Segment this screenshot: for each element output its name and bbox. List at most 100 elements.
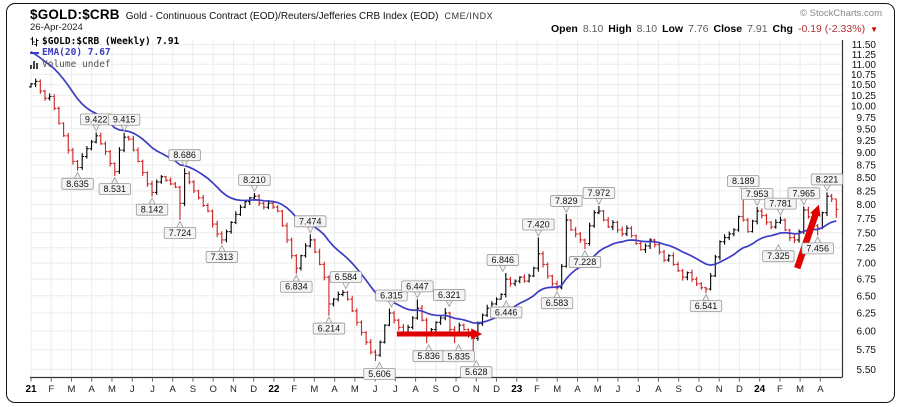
svg-text:7.00: 7.00 [857, 259, 877, 270]
svg-text:7.325: 7.325 [767, 251, 790, 261]
trend-arrows [396, 204, 821, 340]
svg-text:N: N [473, 384, 480, 395]
svg-text:J: J [616, 384, 621, 395]
legend-volume-row[interactable]: Volume undef [30, 59, 179, 70]
svg-text:11.00: 11.00 [852, 60, 877, 71]
svg-text:A: A [655, 384, 662, 395]
svg-text:O: O [695, 384, 702, 395]
svg-text:11.25: 11.25 [852, 50, 877, 61]
volume-bars-icon [30, 60, 38, 69]
svg-text:7.420: 7.420 [527, 220, 550, 230]
svg-text:J: J [150, 384, 155, 395]
svg-text:5.835: 5.835 [447, 351, 470, 361]
svg-text:8.210: 8.210 [243, 175, 266, 185]
svg-text:6.214: 6.214 [318, 324, 341, 334]
svg-text:M: M [553, 384, 561, 395]
svg-text:7.724: 7.724 [169, 228, 192, 238]
svg-text:5.50: 5.50 [857, 365, 877, 376]
svg-text:5.836: 5.836 [417, 351, 440, 361]
svg-text:7.972: 7.972 [588, 188, 611, 198]
svg-text:21: 21 [25, 384, 37, 395]
svg-text:A: A [89, 384, 96, 395]
svg-text:6.50: 6.50 [857, 291, 877, 302]
svg-text:6.834: 6.834 [285, 282, 308, 292]
open-label: Open [551, 23, 578, 35]
svg-text:9.00: 9.00 [857, 148, 877, 159]
chart-legend: $GOLD:$CRB (Weekly) 7.91 EMA(20) 7.67 Vo… [30, 36, 179, 71]
svg-text:8.221: 8.221 [816, 174, 839, 184]
svg-text:S: S [433, 384, 439, 395]
svg-text:S: S [676, 384, 682, 395]
svg-text:8.00: 8.00 [857, 200, 877, 211]
svg-text:O: O [209, 384, 216, 395]
svg-text:M: M [594, 384, 602, 395]
grid-lines [30, 40, 842, 378]
svg-text:D: D [736, 384, 743, 395]
y-axis: 5.50 5.75 6.00 6.25 6.50 6.75 7.00 7.25 7.50 7.75… [30, 40, 877, 379]
legend-ema-row[interactable]: EMA(20) 7.67 [30, 47, 179, 59]
svg-text:J: J [130, 384, 135, 395]
svg-text:10.75: 10.75 [851, 70, 876, 81]
legend-ema-label: EMA(20) 7.67 [42, 47, 111, 59]
svg-text:6.447: 6.447 [406, 281, 429, 291]
svg-text:6.00: 6.00 [857, 327, 877, 338]
svg-text:8.25: 8.25 [857, 186, 877, 197]
svg-text:9.25: 9.25 [857, 136, 877, 147]
down-triangle-icon[interactable]: ▼ [870, 25, 878, 34]
svg-text:7.313: 7.313 [211, 252, 234, 262]
svg-text:6.584: 6.584 [335, 272, 358, 282]
svg-text:S: S [190, 384, 196, 395]
svg-text:5.628: 5.628 [465, 367, 488, 377]
svg-text:A: A [412, 384, 419, 395]
svg-text:9.415: 9.415 [113, 115, 136, 125]
svg-text:7.965: 7.965 [792, 188, 815, 198]
svg-text:A: A [331, 384, 338, 395]
svg-text:O: O [452, 384, 459, 395]
svg-text:F: F [777, 384, 783, 395]
svg-text:8.635: 8.635 [66, 179, 89, 189]
svg-text:N: N [230, 384, 237, 395]
svg-text:6.321: 6.321 [438, 290, 461, 300]
ema-line [30, 51, 837, 324]
svg-text:M: M [796, 384, 804, 395]
svg-text:6.25: 6.25 [857, 309, 877, 320]
svg-text:F: F [291, 384, 297, 395]
svg-text:6.446: 6.446 [495, 307, 518, 317]
svg-text:J: J [393, 384, 398, 395]
svg-text:A: A [170, 384, 177, 395]
svg-text:6.846: 6.846 [492, 255, 515, 265]
ohlc-quote-strip: Open 8.10 High 8.10 Low 7.76 Close 7.91 … [551, 23, 878, 35]
svg-text:A: A [574, 384, 581, 395]
svg-text:7.781: 7.781 [769, 199, 792, 209]
svg-text:8.142: 8.142 [141, 205, 164, 215]
svg-text:6.541: 6.541 [695, 301, 718, 311]
stockcharts-credit: © StockCharts.com [800, 8, 882, 19]
high-label: High [608, 23, 632, 35]
svg-text:M: M [108, 384, 116, 395]
svg-text:10.50: 10.50 [851, 80, 876, 91]
svg-text:6.583: 6.583 [546, 298, 569, 308]
chart-title: $GOLD:$CRB Gold - Continuous Contract (E… [30, 7, 493, 22]
svg-text:7.228: 7.228 [574, 257, 597, 267]
svg-text:24: 24 [754, 384, 766, 395]
svg-text:5.606: 5.606 [368, 369, 391, 379]
chart-date: 26-Apr-2024 [30, 22, 83, 33]
svg-text:7.50: 7.50 [857, 228, 877, 239]
high-value: 8.10 [636, 23, 658, 35]
svg-text:5.75: 5.75 [857, 345, 877, 356]
chg-label: Chg [772, 23, 793, 35]
low-label: Low [662, 23, 684, 35]
legend-series-row[interactable]: $GOLD:$CRB (Weekly) 7.91 [30, 36, 179, 47]
ohlc-bars-icon [30, 36, 39, 47]
svg-text:7.25: 7.25 [857, 243, 877, 254]
exchange: CME/INDX [444, 11, 494, 21]
svg-text:D: D [493, 384, 500, 395]
svg-text:F: F [534, 384, 540, 395]
svg-text:9.50: 9.50 [857, 124, 877, 135]
close-label: Close [713, 23, 743, 35]
svg-text:J: J [373, 384, 378, 395]
svg-text:6.315: 6.315 [380, 290, 403, 300]
svg-text:8.686: 8.686 [173, 150, 196, 160]
svg-text:D: D [250, 384, 257, 395]
